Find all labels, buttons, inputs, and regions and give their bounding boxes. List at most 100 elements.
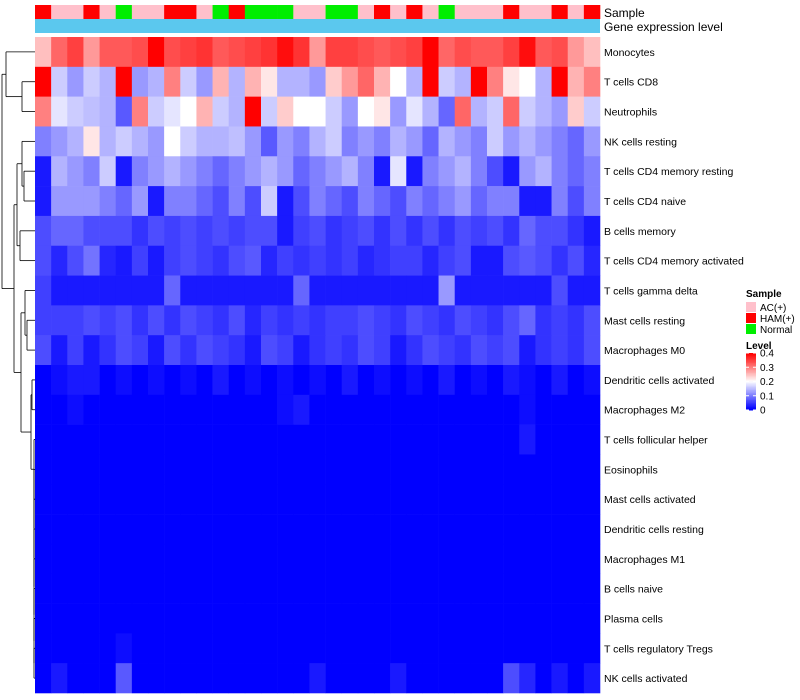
heatmap-cell (503, 543, 520, 575)
heatmap-cell (519, 37, 536, 68)
heatmap-cell (212, 96, 230, 127)
heatmap-cell (212, 394, 230, 425)
heatmap-cell (228, 633, 246, 664)
row-label: T cells CD8 (604, 77, 658, 89)
heatmap-cell (35, 126, 52, 157)
heatmap-cell (309, 394, 326, 425)
heatmap-cell (228, 245, 246, 276)
heatmap-cell (357, 424, 375, 455)
heatmap-cell (535, 156, 552, 187)
heatmap-cell (567, 543, 585, 575)
heatmap-cell (309, 365, 326, 396)
heatmap-cell (551, 126, 569, 157)
heatmap-cell (148, 514, 165, 545)
heatmap-cell (115, 305, 133, 336)
heatmap-cell (422, 96, 439, 127)
heatmap-cell (309, 215, 326, 247)
level-tick-label: 0.1 (760, 391, 774, 402)
sample-annotation-cell (551, 5, 569, 19)
heatmap-cell (422, 454, 439, 485)
heatmap-cell (131, 454, 149, 485)
heatmap-cell (35, 245, 52, 276)
expression-annotation-bar (35, 19, 600, 33)
heatmap-cell (277, 305, 294, 336)
heatmap-cell (99, 215, 117, 247)
heatmap-cell (212, 514, 230, 545)
heatmap-cell (503, 365, 520, 396)
heatmap-cell (293, 66, 310, 97)
heatmap-cell (535, 484, 552, 515)
heatmap-cell (164, 96, 181, 127)
heatmap-cell (551, 573, 569, 604)
heatmap-cell (374, 245, 391, 276)
heatmap-cell (293, 126, 310, 157)
sample-annotation-cell (83, 5, 100, 19)
heatmap-cell (293, 633, 310, 664)
heatmap-cell (567, 454, 585, 485)
heatmap-cell (196, 573, 213, 604)
heatmap-cell (99, 543, 117, 575)
heatmap-cell (67, 663, 84, 694)
heatmap-cell (35, 156, 52, 187)
heatmap-cell (51, 37, 68, 68)
heatmap-cell (341, 543, 359, 575)
heatmap-cell (131, 514, 149, 545)
heatmap-cell (261, 96, 278, 127)
level-gradient-step (746, 385, 756, 388)
heatmap-cell (583, 454, 601, 485)
heatmap-cell (438, 275, 456, 306)
heatmap-cell (325, 305, 343, 336)
heatmap-cell (567, 245, 585, 276)
level-gradient-step (746, 378, 756, 381)
heatmap-cell (357, 633, 375, 664)
heatmap-cell (583, 66, 601, 97)
heatmap-cell (390, 663, 407, 694)
heatmap-cell (503, 454, 520, 485)
heatmap-cell (244, 603, 262, 634)
heatmap-cell (470, 543, 488, 575)
heatmap-cell (228, 186, 246, 217)
heatmap-cell (180, 66, 197, 97)
heatmap-cell (67, 126, 84, 157)
sample-annotation-cell (99, 5, 117, 19)
heatmap-cell (357, 275, 375, 306)
heatmap-cell (470, 215, 488, 247)
level-gradient-step (746, 387, 756, 390)
heatmap-cell (309, 633, 326, 664)
heatmap-cell (228, 37, 246, 68)
heatmap-cell (261, 335, 278, 366)
row-label: T cells CD4 naive (604, 196, 686, 208)
heatmap-cell (487, 156, 504, 187)
heatmap-cell (487, 603, 504, 634)
heatmap-cell (374, 633, 391, 664)
row-labels: Monocytes T cells CD8 Neutrophils NK cells … (604, 47, 744, 685)
heatmap-cell (164, 394, 181, 425)
heatmap-cell (503, 245, 520, 276)
level-gradient-step (746, 370, 756, 373)
row-label: Monocytes (604, 47, 655, 59)
heatmap-cell (35, 603, 52, 634)
heatmap-cell (277, 186, 294, 217)
heatmap-cell (83, 573, 100, 604)
heatmap-cell (148, 394, 165, 425)
heatmap-cell (438, 514, 456, 545)
heatmap-cell (115, 454, 133, 485)
heatmap-cell (519, 454, 536, 485)
heatmap-cell (406, 186, 423, 217)
heatmap-cell (261, 245, 278, 276)
heatmap-cell (374, 275, 391, 306)
heatmap-cell (261, 215, 278, 247)
heatmap-cell (438, 66, 456, 97)
heatmap-cell (180, 245, 197, 276)
heatmap-cell (67, 394, 84, 425)
heatmap-cell (83, 454, 100, 485)
heatmap-cell (164, 126, 181, 157)
heatmap-cell (567, 37, 585, 68)
heatmap-cell (228, 275, 246, 306)
heatmap-cell (406, 543, 423, 575)
heatmap-cell (293, 484, 310, 515)
heatmap-cell (309, 573, 326, 604)
heatmap-cell (325, 394, 343, 425)
heatmap-cell (438, 484, 456, 515)
heatmap-cell (228, 335, 246, 366)
